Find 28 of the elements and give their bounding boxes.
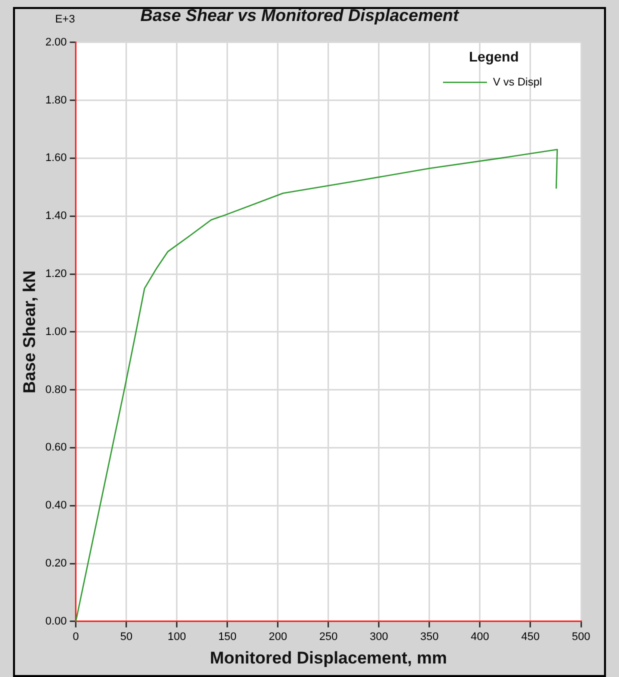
legend-label: V vs Displ	[493, 76, 542, 88]
text: E+3	[55, 14, 75, 26]
y-tick-label: 0.40	[45, 500, 67, 512]
y-tick-label: 1.40	[45, 210, 67, 222]
x-tick-label: 100	[168, 631, 186, 644]
y-axis-title: Base Shear, kN	[20, 270, 39, 394]
x-tick-label: 400	[470, 631, 490, 644]
x-tick-label: 250	[319, 631, 338, 644]
y-tick-label: 0.00	[45, 615, 67, 628]
y-tick-label: 1.60	[45, 152, 67, 164]
x-tick-label: 300	[370, 631, 388, 644]
y-tick-label: 0.60	[45, 442, 67, 454]
x-tick-label: 450	[521, 631, 540, 644]
chart-title: Base Shear vs Monitored Displacement	[140, 6, 460, 25]
x-tick-label: 500	[572, 631, 590, 644]
y-tick-label: 2.00	[45, 36, 67, 48]
x-tick-label: 350	[420, 631, 439, 644]
x-tick-label: 0	[72, 631, 79, 644]
y-tick-label: 0.80	[45, 384, 67, 396]
y-tick-label: 1.00	[45, 326, 67, 338]
y-tick-label: 1.80	[45, 94, 67, 106]
x-tick-label: 150	[218, 631, 237, 644]
x-axis-title: Monitored Displacement, mm	[210, 648, 447, 668]
x-tick-label: 50	[120, 631, 132, 644]
y-tick-label: 1.20	[45, 268, 67, 280]
y-tick-label: 0.20	[45, 558, 67, 570]
x-tick-label: 200	[268, 631, 288, 644]
legend-title: Legend	[469, 48, 519, 64]
